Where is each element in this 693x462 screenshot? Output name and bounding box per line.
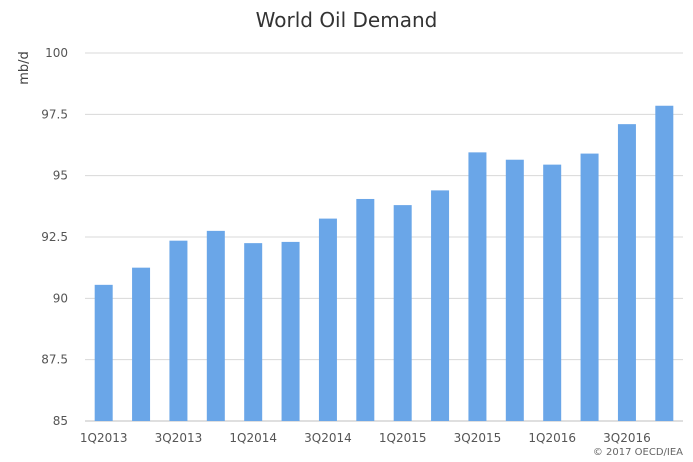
bar [318,218,337,421]
bar [206,230,225,421]
x-tick-label: 3Q2014 [304,431,352,445]
x-tick-labels: 1Q2013 3Q2013 1Q2014 3Q2014 1Q2015 3Q2015 1Q20… [80,431,651,445]
bar [468,152,487,422]
chart-title: World Oil Demand [255,8,438,32]
bar [617,124,636,421]
y-tick-label: 97.5 [41,107,68,121]
x-tick-label: 1Q2013 [80,431,128,445]
bar [505,159,524,421]
y-tick-label: 92.5 [41,230,68,244]
x-tick-label: 1Q2015 [379,431,427,445]
y-tick-label: 85 [53,414,68,428]
bar [281,241,300,421]
bar [393,205,412,421]
y-tick-label: 100 [45,46,68,60]
y-tick-label: 95 [53,169,68,183]
y-axis-label: mb/d [17,51,32,85]
bars [94,105,674,422]
y-tick-labels: 85 87.5 90 92.5 95 97.5 100 [41,46,68,428]
x-tick-label: 3Q2016 [603,431,651,445]
bar [580,153,599,421]
bar [356,198,375,421]
bar [94,284,113,421]
copyright-note: © 2017 OECD/IEA [592,447,683,458]
x-tick-label: 1Q2016 [528,431,576,445]
bar [543,164,562,422]
bar [169,240,188,421]
y-tick-label: 87.5 [41,353,68,367]
bar [244,243,263,421]
x-tick-label: 3Q2015 [454,431,502,445]
bar [431,190,450,421]
bar [655,105,674,421]
y-tick-label: 90 [53,291,68,305]
x-tick-label: 3Q2013 [155,431,203,445]
bar [132,267,151,421]
x-tick-label: 1Q2014 [229,431,277,445]
